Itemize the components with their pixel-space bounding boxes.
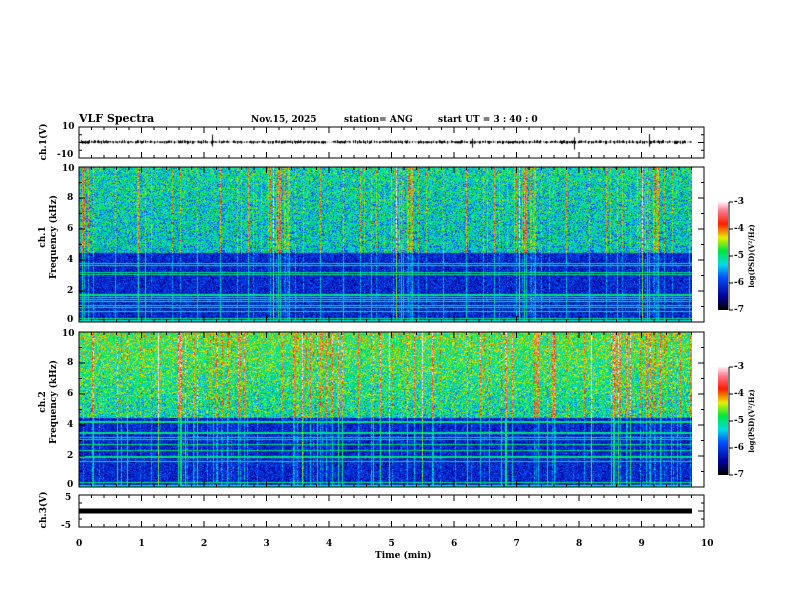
ch1-colorbar-tick: -7 <box>734 305 744 315</box>
xtick-label: 4 <box>326 539 333 549</box>
ch2-colorbar-tick: -6 <box>734 443 744 453</box>
ch1-colorbar-tick: -5 <box>734 251 744 261</box>
ch1-spec-ytick: 2 <box>67 286 74 296</box>
ch2-spectrogram <box>79 332 692 487</box>
ch1-spectrogram <box>79 167 692 322</box>
ch1-spectrogram-axes <box>78 166 705 323</box>
ch2-colorbar-tick: -3 <box>734 362 744 372</box>
ch2-spec-ylabel: Frequency (kHz) <box>49 360 59 445</box>
ch1-ytick-top: 10 <box>62 122 75 132</box>
xtick-label: 9 <box>638 539 645 549</box>
station-label: station= ANG <box>344 115 413 125</box>
ch1-spec-ytick: 4 <box>67 255 74 265</box>
xtick-label: 0 <box>76 539 83 549</box>
ch2-spec-ylabel-top: ch.2 <box>38 391 48 413</box>
ch1-colorbar-tick: -3 <box>734 197 744 207</box>
date-label: Nov.15, 2025 <box>251 115 317 125</box>
xtick-label: 3 <box>263 539 270 549</box>
xaxis-label: Time (min) <box>375 551 432 561</box>
ch1-colorbar-label: log(PSD)(V²/Hz) <box>747 224 756 288</box>
ch2-spec-ytick: 0 <box>67 480 74 490</box>
start-time-label: start UT = 3 : 40 : 0 <box>438 115 538 125</box>
ch3-ylabel: ch.3(V) <box>39 491 49 529</box>
ch3-ytick-bottom: -5 <box>61 521 71 531</box>
ch1-waveform-trace <box>79 127 692 158</box>
figure-title: VLF Spectra <box>79 112 155 125</box>
ch1-spec-ytick: 6 <box>67 224 74 234</box>
ch2-spec-ytick: 8 <box>67 358 74 368</box>
ch3-ytick-top: 5 <box>65 493 72 503</box>
ch2-colorbar-tick: -4 <box>734 389 744 399</box>
ch1-colorbar-tick: -6 <box>734 278 744 288</box>
xtick-label: 10 <box>701 539 714 549</box>
ch1-spec-ytick: 8 <box>67 193 74 203</box>
ch1-colorbar-tick: -4 <box>734 224 744 234</box>
ch2-spec-ytick: 4 <box>67 420 74 430</box>
ch2-colorbar-tick: -5 <box>734 416 744 426</box>
ch2-spec-ytick: 6 <box>67 389 74 399</box>
ch2-spec-ytick: 10 <box>62 329 75 339</box>
ch1-spec-ylabel: Frequency (kHz) <box>49 195 59 280</box>
ch1-ytick-bottom: -10 <box>57 150 74 160</box>
ch1-colorbar <box>718 202 728 310</box>
ch1-ylabel: ch.1(V) <box>39 123 49 161</box>
xtick-label: 6 <box>451 539 458 549</box>
ch2-colorbar-tick: -7 <box>734 470 744 480</box>
ch1-spec-ylabel-top: ch.1 <box>38 226 48 248</box>
xtick-label: 5 <box>388 539 395 549</box>
ch2-colorbar <box>718 367 728 475</box>
xtick-label: 8 <box>576 539 583 549</box>
ch2-spectrogram-axes <box>78 331 705 488</box>
ch1-spec-ytick: 10 <box>62 164 75 174</box>
xtick-label: 2 <box>201 539 208 549</box>
ch2-colorbar-label: log(PSD)(V²/Hz) <box>747 389 756 453</box>
xtick-label: 7 <box>513 539 520 549</box>
xtick-label: 1 <box>138 539 145 549</box>
ch2-spec-ytick: 2 <box>67 451 74 461</box>
ch1-spec-ytick: 0 <box>67 315 74 325</box>
